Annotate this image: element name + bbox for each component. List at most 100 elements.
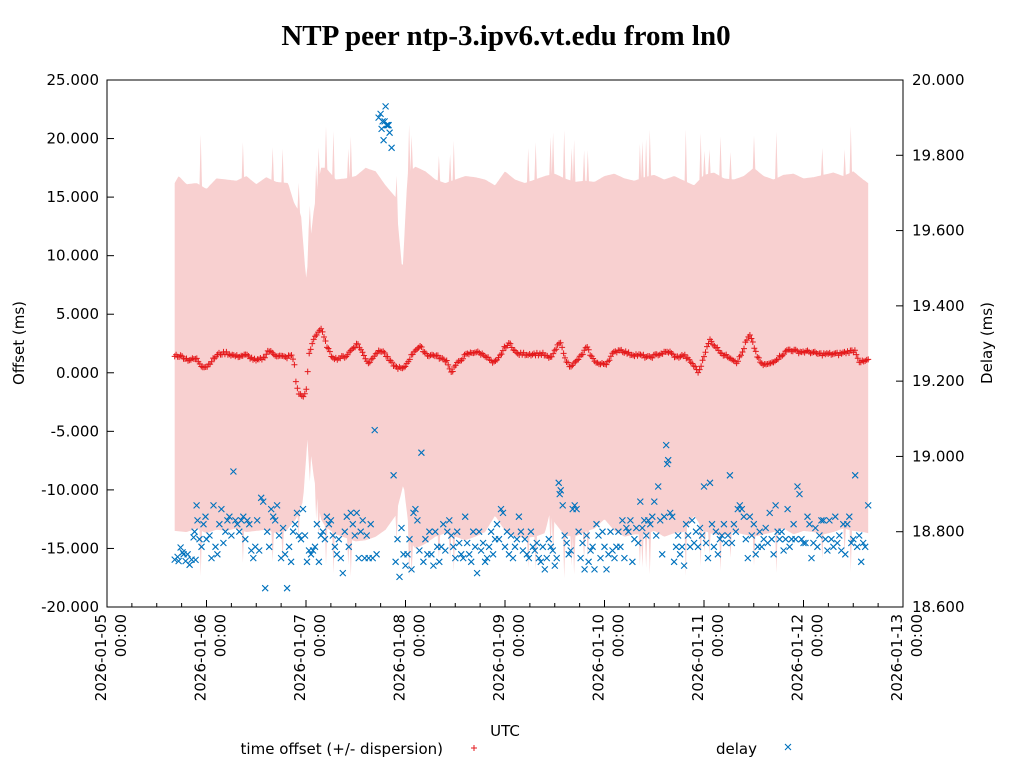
x-tick-label-time: 00:00 [709,614,727,657]
delay-point [766,509,774,517]
delay-point [315,558,323,566]
delay-point [710,543,718,551]
delay-point [770,550,777,558]
offset-point [755,354,762,361]
offset-point [406,356,413,363]
delay-point [513,535,521,543]
delay-point [553,554,561,562]
offset-point [402,363,409,370]
delay-point [543,554,551,562]
offset-point [853,351,860,358]
offset-point [261,354,268,361]
offset-point [344,351,351,358]
y2-tick-label: 18.600 [912,598,965,616]
offset-point [414,346,421,352]
delay-point [780,547,787,554]
delay-point [214,550,221,558]
delay-point [497,505,505,513]
delay-point [289,528,297,536]
delay-point [509,554,517,562]
delay-point [459,554,467,562]
delay-point [539,543,547,551]
delay-point [762,524,770,532]
delay-point [501,543,509,551]
delay-point [804,513,811,521]
delay-point [428,550,435,558]
delay-point [507,532,515,539]
delay-point [485,543,493,551]
delay-point [792,535,799,543]
x-tick-label-date: 2026-01-13 [888,614,906,701]
delay-point [851,471,859,479]
delay-point [694,543,702,551]
delay-point [206,532,213,539]
delay-point [632,524,640,532]
delay-point [802,539,809,547]
y2-tick-label: 18.800 [912,523,965,541]
delay-point [587,547,594,554]
x-tick-label-date: 2026-01-09 [490,614,508,701]
delay-point [241,535,249,543]
delay-point [549,547,557,554]
delay-point [431,528,439,536]
delay-point [557,486,565,494]
delay-point [638,524,646,532]
delay-point [730,520,738,528]
delay-point [674,532,682,539]
delay-point [410,509,417,517]
delay-point [237,517,245,524]
offset-point [306,350,313,357]
delay-point [698,532,706,539]
offset-point [775,356,781,363]
delay-point [684,532,692,539]
delay-point [533,539,541,547]
delay-point [676,550,684,558]
delay-point [408,566,415,573]
delay-point [579,539,586,547]
delay-point [563,539,571,547]
offset-point [292,378,299,385]
offset-point [310,336,317,343]
delay-point [772,502,779,509]
delay-point [378,125,385,133]
delay-point [738,505,746,513]
delay-point [212,543,219,551]
delay-point [377,110,384,118]
offset-point [743,337,750,344]
offset-point [562,354,568,361]
delay-point [194,517,201,524]
delay-point [469,528,477,536]
offset-point [739,349,746,355]
delay-point [652,532,660,539]
delay-point [382,103,389,110]
offset-point [324,344,330,351]
offset-point [704,343,710,350]
offset-point [575,356,582,363]
offset-point [307,346,314,353]
delay-point [245,520,253,528]
offset-point [749,339,756,345]
delay-point [451,554,459,562]
y-tick-label: 25.000 [47,71,100,89]
delay-point [688,517,696,524]
delay-point [662,441,670,449]
delay-point [265,543,273,551]
delay-point [447,532,455,539]
dispersion-band [174,124,869,579]
delay-point [611,554,618,562]
delay-point [255,547,263,554]
y-tick-label: -10.000 [41,481,99,499]
delay-point [355,554,363,562]
offset-point [288,352,295,359]
delay-point [541,566,549,573]
y-axis-label: Offset (ms) [10,301,28,385]
offset-point [681,351,688,358]
delay-point [556,490,564,498]
delay-point [191,528,198,536]
offset-point [322,338,329,344]
delay-point [714,550,722,558]
delay-point [768,535,776,543]
delay-point [800,539,807,547]
offset-point [550,350,557,357]
